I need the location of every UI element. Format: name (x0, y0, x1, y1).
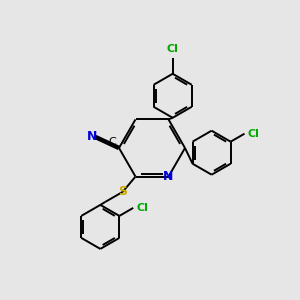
Text: C: C (108, 137, 116, 147)
Text: N: N (87, 130, 98, 142)
Text: Cl: Cl (136, 203, 148, 213)
Text: Cl: Cl (248, 129, 260, 139)
Text: Cl: Cl (167, 44, 178, 54)
Text: N: N (163, 170, 174, 183)
Text: S: S (118, 185, 127, 198)
